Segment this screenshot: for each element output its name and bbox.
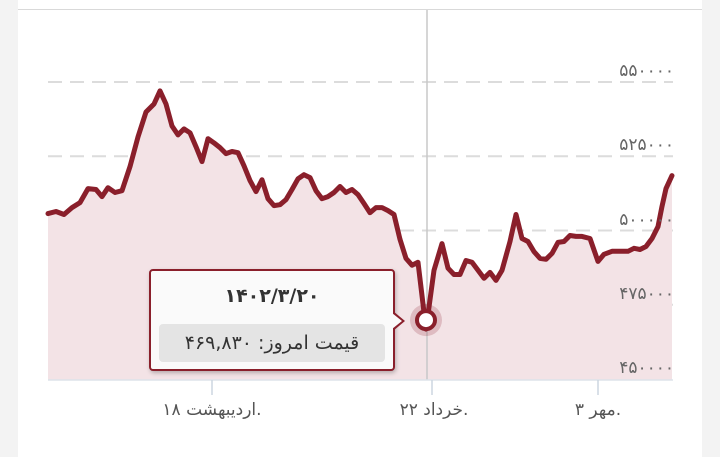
card-divider bbox=[18, 9, 702, 10]
x-axis-ticks bbox=[211, 380, 599, 395]
highlight-marker[interactable] bbox=[415, 309, 437, 332]
tooltip-price: قیمت امروز: ۴۶۹,۸۳۰ bbox=[159, 324, 385, 362]
y-tick-label: ۴۷۵۰۰۰ bbox=[619, 284, 674, 304]
y-tick-label: ۵۰۰۰۰۰ bbox=[619, 210, 674, 230]
y-tick-label: ۵۵۰۰۰۰ bbox=[619, 61, 674, 81]
price-line[interactable] bbox=[45, 88, 675, 332]
y-tick-label: ۵۲۵۰۰۰ bbox=[619, 135, 674, 155]
x-tick-label: خرداد ۲۲. bbox=[399, 400, 469, 420]
x-tick-label: مهر ۳. bbox=[574, 400, 622, 420]
tooltip-date: ۱۴۰۲/۳/۲۰ bbox=[224, 285, 320, 307]
tooltip-pointer-inner bbox=[392, 313, 402, 329]
x-tick-label: اردیبهشت ۱۸. bbox=[162, 400, 262, 420]
chart-tooltip: ۱۴۰۲/۳/۲۰ قیمت امروز: ۴۶۹,۸۳۰ bbox=[149, 269, 395, 371]
y-tick-label: ۴۵۰۰۰۰ bbox=[619, 358, 674, 378]
